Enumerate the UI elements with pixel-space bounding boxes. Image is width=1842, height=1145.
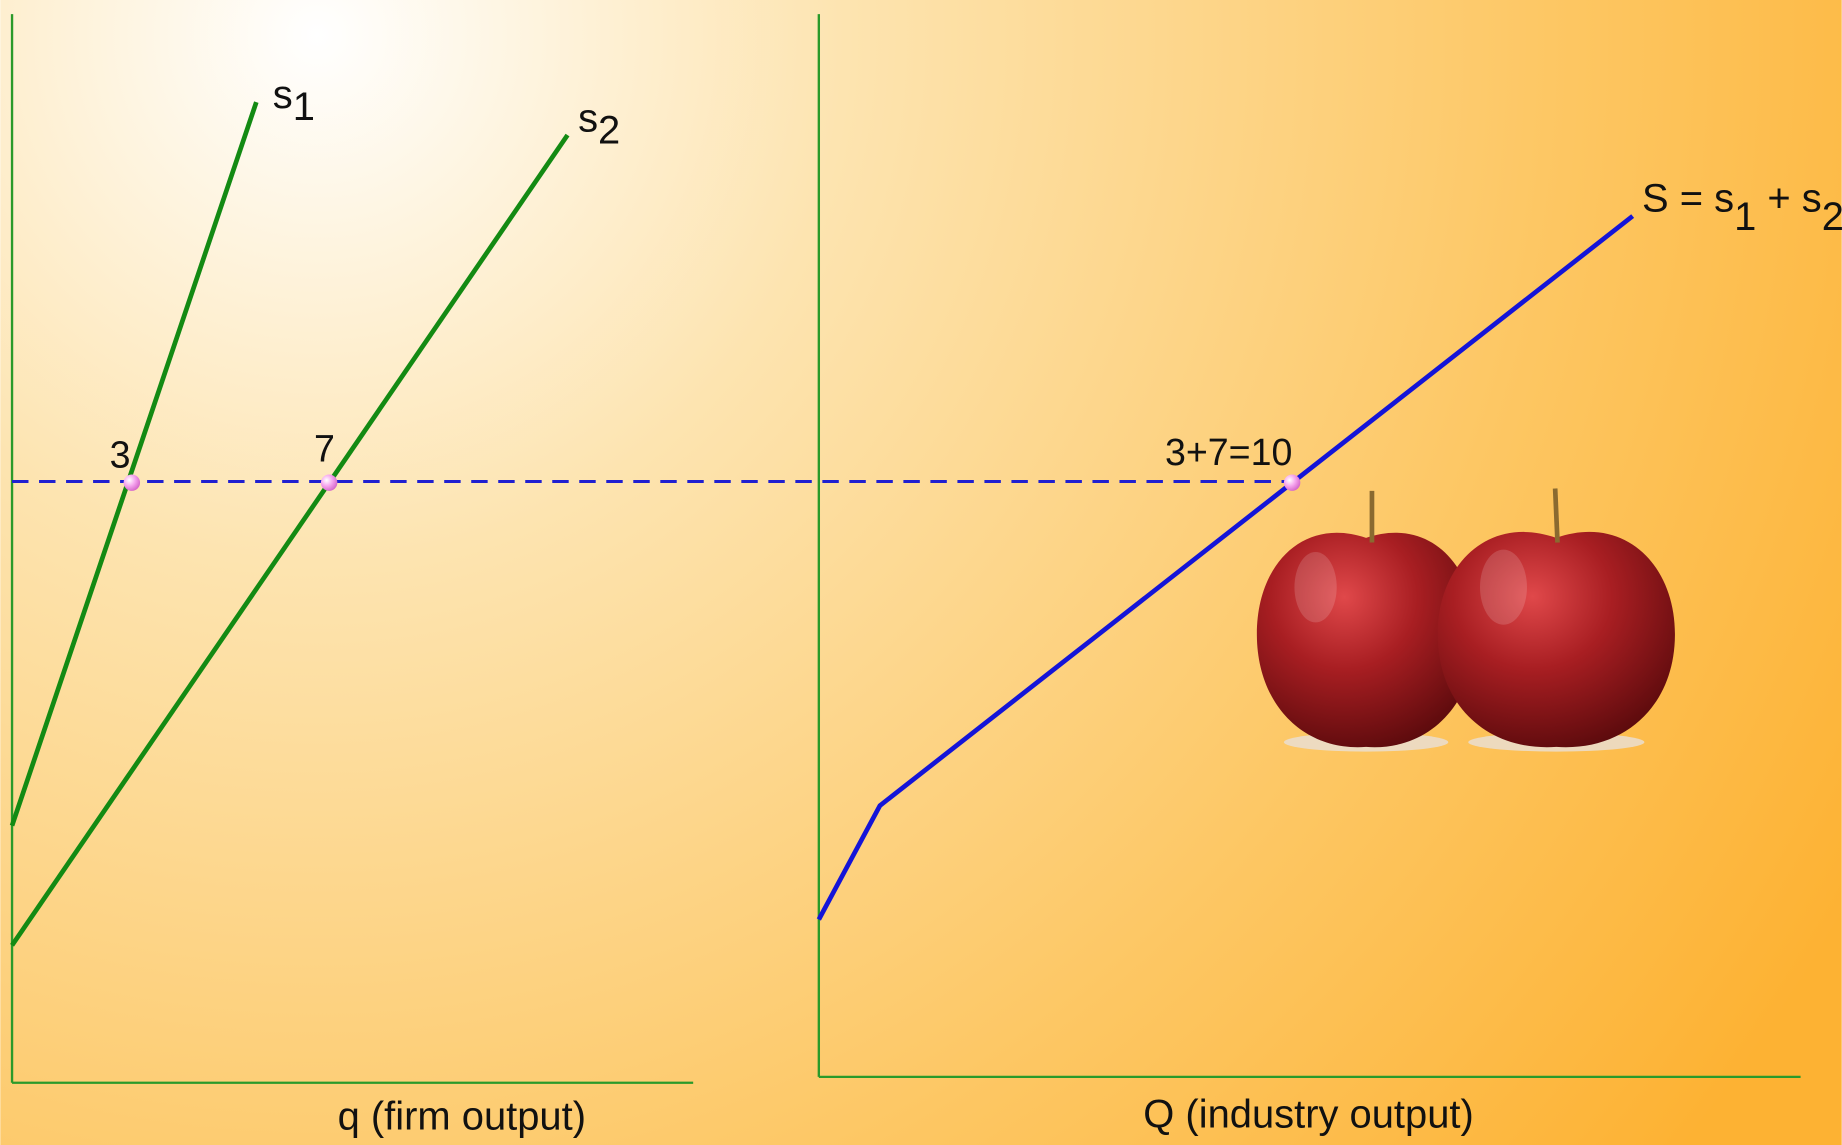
curve-label: s2 xyxy=(578,97,620,153)
x-axis-label: q (firm output) xyxy=(338,1095,586,1139)
curve-subscript: 1 xyxy=(293,85,315,129)
intersection-point xyxy=(123,474,141,491)
point-label: 3 xyxy=(110,433,131,475)
curve-subscript: 2 xyxy=(598,108,620,152)
curve-name: S = s xyxy=(1642,176,1734,220)
point-label: 7 xyxy=(314,428,335,470)
supply-curve-s1 xyxy=(9,101,259,827)
curve-name: + s xyxy=(1756,176,1821,220)
curve-name: s xyxy=(578,97,598,141)
point-label: 3+7=10 xyxy=(1165,431,1292,473)
supply-curve-s2 xyxy=(10,133,570,947)
x-axis-label: Q (industry output) xyxy=(1143,1092,1473,1136)
curve-name: s xyxy=(273,73,293,117)
curve-label: S = s1 + s2 xyxy=(1642,176,1842,239)
industry-supply-curve xyxy=(816,214,1635,921)
curve-label: s1 xyxy=(273,73,315,129)
curve-subscript: 1 xyxy=(1734,195,1756,239)
intersection-point xyxy=(1283,474,1301,491)
curve-subscript: 2 xyxy=(1822,195,1842,239)
intersection-point xyxy=(320,474,338,491)
apples-image xyxy=(1256,488,1675,752)
axes xyxy=(10,14,1801,1084)
